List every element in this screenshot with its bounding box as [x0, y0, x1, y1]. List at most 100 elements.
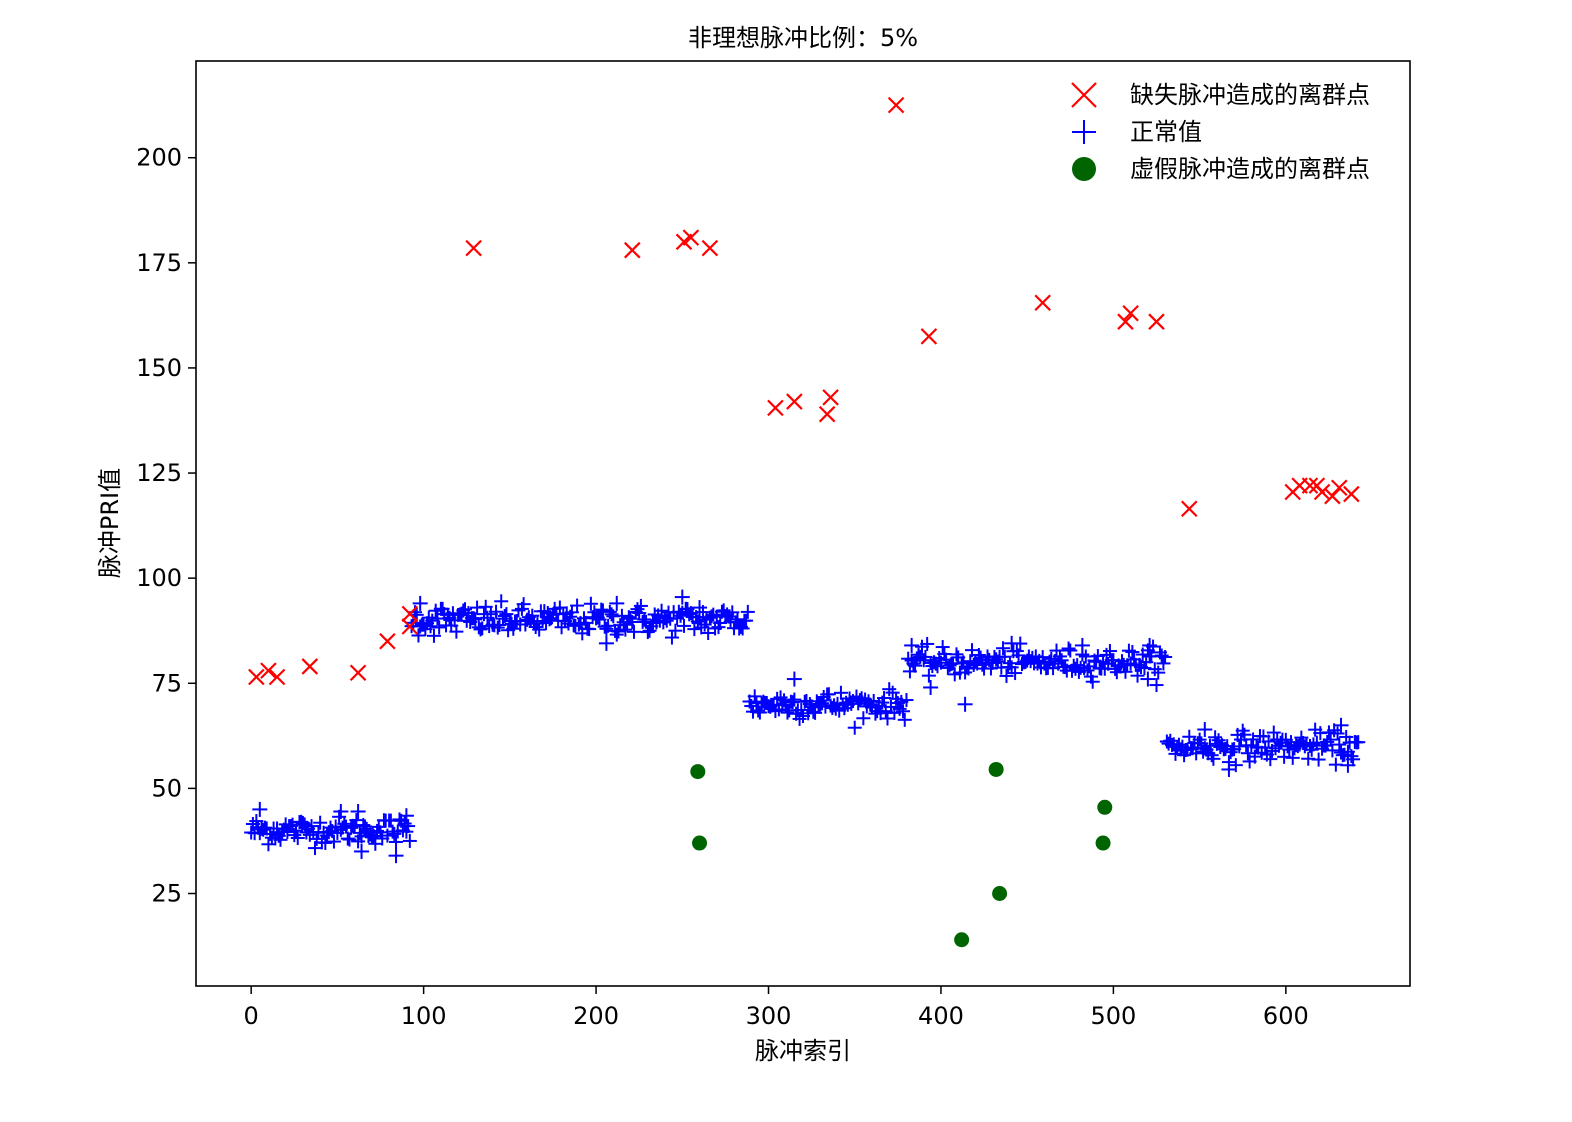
missing-outlier-point: [1117, 313, 1134, 330]
missing-outlier-point: [887, 96, 905, 114]
normal-point: [535, 613, 550, 628]
normal-point: [475, 621, 490, 636]
missing-outlier-point: [1313, 483, 1331, 501]
normal-point: [363, 827, 378, 842]
normal-point: [654, 603, 669, 618]
normal-point: [509, 614, 524, 629]
normal-point: [908, 658, 923, 673]
y-tick-label: 175: [136, 249, 182, 277]
normal-point: [290, 830, 305, 845]
normal-point: [996, 641, 1011, 656]
missing-outlier-point: [1148, 313, 1165, 330]
normal-point: [590, 610, 605, 625]
normal-point: [490, 620, 505, 635]
legend-label: 虚假脉冲造成的离群点: [1130, 155, 1370, 183]
normal-point: [614, 608, 629, 623]
normal-point: [598, 635, 614, 651]
normal-point: [916, 653, 931, 668]
normal-point: [1340, 757, 1356, 773]
normal-point: [921, 668, 936, 683]
normal-point: [1156, 656, 1171, 671]
missing-outlier-point: [248, 668, 265, 686]
normal-point: [674, 589, 690, 605]
normal-point: [892, 701, 907, 716]
normal-point: [516, 597, 531, 612]
normal-point: [388, 848, 404, 864]
normal-point: [923, 679, 939, 695]
normal-point: [1149, 678, 1164, 693]
normal-point: [854, 691, 869, 706]
missing-outlier-point: [786, 393, 803, 410]
normal-point: [1140, 671, 1156, 687]
normal-point: [806, 704, 821, 719]
normal-point: [599, 621, 614, 636]
normal-point: [751, 703, 766, 718]
normal-point: [426, 628, 441, 643]
plot-marks: [244, 96, 1366, 948]
normal-point: [357, 819, 372, 834]
normal-point: [1296, 736, 1311, 751]
normal-point: [787, 692, 802, 707]
normal-point: [592, 612, 607, 627]
normal-point: [692, 600, 708, 616]
normal-point: [1277, 749, 1292, 764]
normal-point: [1147, 662, 1162, 677]
normal-point: [904, 637, 920, 653]
normal-point: [957, 696, 973, 712]
normal-point: [1074, 637, 1090, 653]
normal-point: [847, 720, 862, 735]
normal-point: [890, 696, 905, 711]
normal-point: [856, 711, 871, 726]
x-axis-label: 脉冲索引: [755, 1037, 851, 1065]
x-tick-label: 0: [244, 1002, 259, 1030]
normal-point: [1240, 746, 1255, 761]
normal-point: [304, 819, 319, 834]
missing-outlier-point: [682, 229, 700, 246]
normal-point: [609, 627, 624, 642]
normal-point: [1085, 674, 1100, 689]
y-tick-label: 50: [151, 774, 182, 802]
x-tick-label: 500: [1090, 1002, 1136, 1030]
missing-outlier-point: [268, 668, 286, 686]
missing-outlier-point: [401, 618, 419, 635]
normal-point: [402, 833, 417, 848]
normal-point: [1004, 635, 1020, 651]
normal-point: [1197, 722, 1213, 738]
normal-point: [389, 834, 404, 849]
normal-point: [342, 832, 357, 847]
normal-point: [1337, 747, 1352, 762]
normal-point: [307, 841, 322, 856]
normal-point: [528, 620, 543, 635]
normal-point: [499, 607, 514, 622]
normal-point: [583, 596, 598, 611]
y-axis-label: 脉冲PRI值: [96, 468, 124, 578]
normal-point: [1333, 717, 1349, 733]
normal-point: [473, 622, 488, 637]
normal-point: [595, 603, 610, 618]
y-tick-label: 150: [136, 354, 182, 382]
normal-point: [640, 625, 655, 640]
normal-point: [289, 823, 304, 838]
normal-point: [1118, 664, 1133, 679]
normal-point: [537, 604, 552, 619]
false-outlier-point: [988, 761, 1004, 777]
normal-point: [1223, 745, 1238, 760]
normal-point: [1063, 643, 1078, 658]
normal-point: [1130, 668, 1145, 683]
normal-point: [1208, 730, 1223, 745]
normal-point: [682, 607, 697, 622]
normal-point: [942, 658, 957, 673]
normal-point: [552, 600, 567, 615]
normal-point: [989, 652, 1004, 667]
normal-point: [687, 622, 702, 637]
false-outlier-point: [954, 932, 970, 948]
normal-point: [971, 647, 986, 662]
missing-outlier-point: [401, 605, 419, 623]
missing-outlier-point: [1180, 500, 1198, 518]
y-axis-ticks: 25 50 75 100 125 150 175 200: [136, 144, 196, 908]
legend-marker-normal: [1072, 120, 1096, 144]
normal-point: [930, 659, 945, 674]
false-outlier-point: [690, 764, 706, 780]
